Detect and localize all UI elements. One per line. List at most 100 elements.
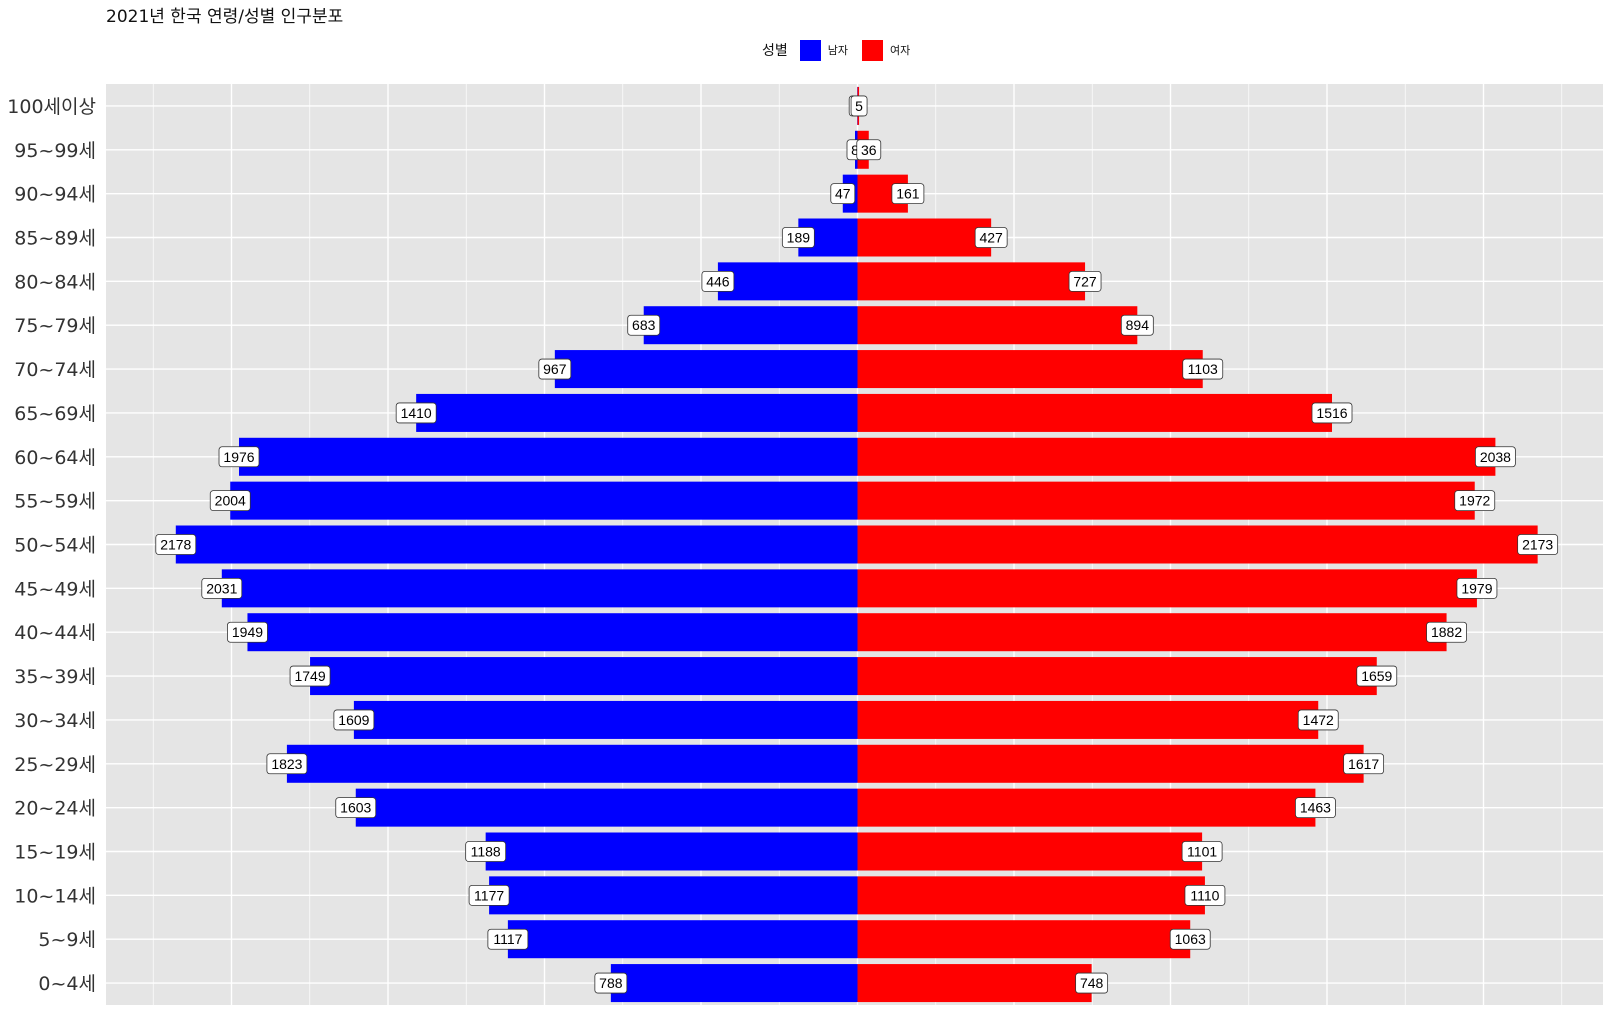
data-label-box: [218, 446, 260, 468]
bar-male-10: [175, 525, 858, 564]
data-label-box: [1426, 621, 1467, 643]
bar-female-7: [857, 657, 1377, 696]
data-label-female: 5: [855, 98, 863, 114]
data-label-male: 683: [632, 317, 656, 333]
data-label-female: 36: [861, 142, 877, 158]
bar-male-0: [610, 964, 858, 1003]
data-label-male: 1117: [493, 931, 522, 947]
data-label-box: [209, 490, 251, 512]
data-label-female: 1472: [1303, 712, 1334, 728]
bar-female-15: [857, 306, 1138, 345]
data-label-female: 2173: [1522, 537, 1553, 553]
data-label-box: [781, 227, 815, 248]
bar-female-0: [857, 964, 1092, 1003]
bar-female-8: [857, 613, 1447, 652]
data-label-female: 161: [896, 186, 920, 202]
chart-title: 2021년 한국 연령/성별 인구분포: [106, 7, 344, 27]
data-label-box: [1181, 841, 1223, 862]
data-label-male: 1949: [232, 624, 263, 640]
data-label-box: [1456, 577, 1498, 599]
data-label-male: 2004: [215, 493, 246, 509]
legend-title: 성별: [762, 43, 788, 59]
data-label-female: 1882: [1431, 624, 1462, 640]
y-tick-label: 35~39세: [14, 666, 96, 688]
bar-male-1: [507, 920, 858, 959]
data-label-female: 894: [1126, 317, 1150, 333]
data-label-female: 427: [979, 230, 1003, 246]
data-label-box: [201, 577, 243, 599]
bar-female-2: [857, 876, 1205, 915]
data-label-box: [1343, 753, 1385, 775]
data-label-box: [1075, 972, 1109, 994]
data-label-box: [395, 402, 437, 424]
bar-male-7: [310, 657, 858, 696]
bar-male-6: [353, 700, 858, 739]
data-label-male: 8: [851, 142, 859, 158]
data-label-female: 2038: [1480, 449, 1511, 465]
legend-swatch-male: [799, 39, 821, 61]
legend: 성별 남자 여자: [762, 38, 924, 62]
bar-female-4: [857, 788, 1316, 827]
data-label-male: 446: [706, 273, 730, 289]
y-tick-label: 90~94세: [14, 184, 96, 206]
data-label-male: 1410: [401, 405, 432, 421]
data-label-female: 1103: [1188, 361, 1218, 377]
y-tick-label: 80~84세: [14, 271, 96, 293]
data-label-female: 1617: [1348, 756, 1379, 772]
data-label-male: 1609: [338, 712, 369, 728]
y-tick-label: 40~44세: [14, 622, 96, 644]
data-label-male: 1823: [271, 756, 302, 772]
bar-male-2: [489, 876, 858, 915]
data-label-box: [1184, 884, 1226, 906]
data-label-male: 47: [835, 186, 851, 202]
data-label-box: [1120, 314, 1154, 336]
data-label-male: 1603: [340, 800, 371, 816]
data-label-box: [1474, 446, 1516, 468]
bar-male-8: [247, 613, 858, 652]
y-tick-label: 95~99세: [14, 140, 96, 162]
data-label-box: [1311, 402, 1353, 424]
data-label-female: 1063: [1175, 931, 1206, 947]
bar-male-14: [554, 350, 858, 389]
data-label-box: [1295, 797, 1336, 819]
bar-male-4: [355, 788, 858, 827]
y-tick-label: 100세이상: [7, 96, 96, 118]
y-tick-label: 45~49세: [14, 578, 96, 600]
data-label-box: [701, 270, 735, 292]
bar-female-10: [857, 525, 1538, 564]
bar-male-5: [286, 744, 858, 783]
data-label-male: 1749: [294, 668, 325, 684]
data-label-female: 1463: [1300, 800, 1331, 816]
data-label-box: [974, 227, 1008, 248]
bar-female-3: [857, 832, 1203, 871]
data-label-male: 189: [787, 230, 811, 246]
data-label-female: 1110: [1190, 887, 1219, 903]
data-label-box: [850, 95, 868, 117]
data-label-female: 1659: [1361, 668, 1392, 684]
y-tick-label: 55~59세: [14, 491, 96, 513]
data-label-box: [289, 665, 331, 687]
bar-female-1: [857, 920, 1191, 959]
data-label-female: 1979: [1461, 580, 1492, 596]
bar-male-3: [485, 832, 858, 871]
data-label-box: [1182, 358, 1224, 380]
y-tick-label: 50~54세: [14, 535, 96, 557]
data-label-box: [1454, 490, 1496, 512]
legend-label-male: 남자: [827, 44, 849, 57]
data-label-box: [627, 314, 661, 336]
data-label-box: [538, 358, 572, 380]
y-tick-label: 25~29세: [14, 754, 96, 776]
y-tick-label: 0~4세: [38, 973, 96, 995]
data-label-box: [333, 709, 375, 731]
data-label-box: [856, 139, 882, 161]
data-label-male: 1188: [471, 844, 501, 860]
data-label-box: [1356, 665, 1398, 687]
y-tick-label: 30~34세: [14, 710, 96, 732]
y-tick-label: 5~9세: [38, 929, 96, 951]
y-tick-label: 65~69세: [14, 403, 96, 425]
bar-female-6: [857, 700, 1319, 739]
data-label-box: [487, 928, 529, 950]
data-label-box: [227, 621, 268, 643]
data-label-male: 2031: [206, 580, 237, 596]
